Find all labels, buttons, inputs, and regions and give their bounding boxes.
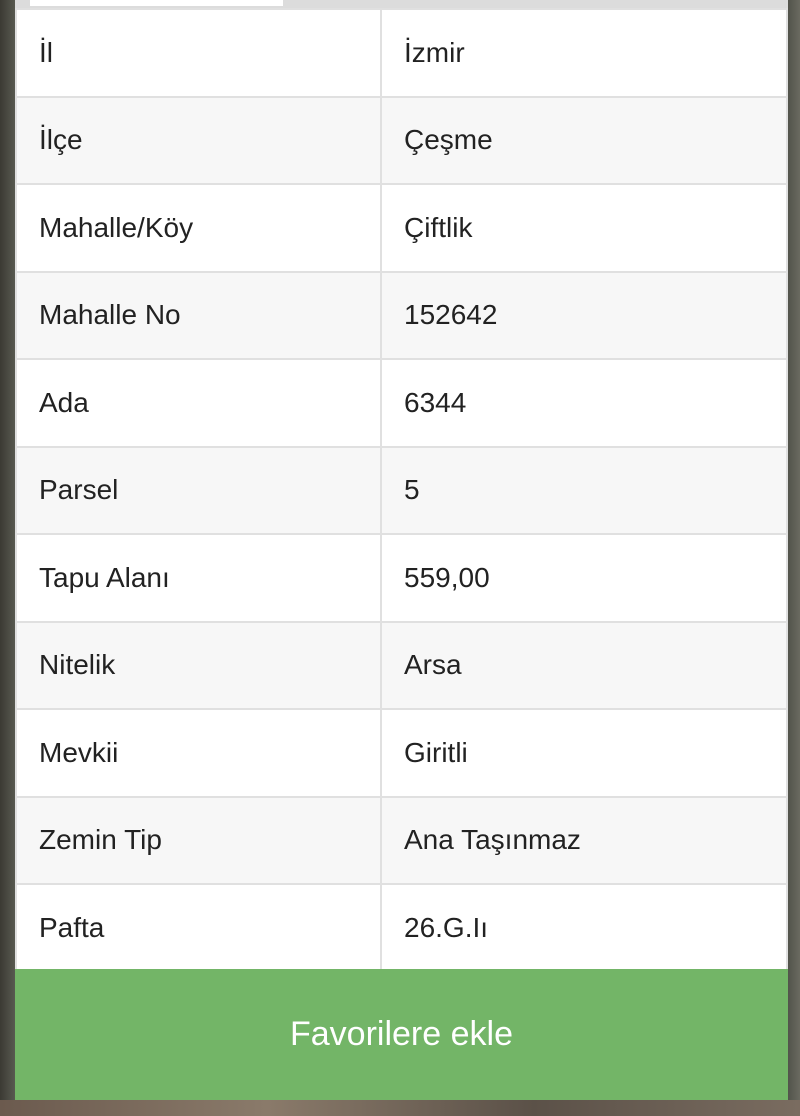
table-row: Zemin Tip Ana Taşınmaz xyxy=(15,795,788,885)
field-value: Çiftlik xyxy=(380,183,788,273)
parcel-info-panel: İl İzmir İlçe Çeşme Mahalle/Köy Çiftlik Mahall… xyxy=(15,0,788,1100)
field-value: 26.G.Iı xyxy=(380,883,788,973)
table-row: Ada 6344 xyxy=(15,358,788,448)
field-label: Tapu Alanı xyxy=(15,533,382,623)
field-label: Mahalle No xyxy=(15,270,382,360)
table-row: Pafta 26.G.Iı xyxy=(15,883,788,973)
table-row: İl İzmir xyxy=(15,8,788,98)
field-value: 152642 xyxy=(380,270,788,360)
field-label: Pafta xyxy=(15,883,382,973)
table-row: Mahalle/Köy Çiftlik xyxy=(15,183,788,273)
table-row: Tapu Alanı 559,00 xyxy=(15,533,788,623)
field-value: Ana Taşınmaz xyxy=(380,795,788,885)
field-label: Parsel xyxy=(15,445,382,535)
map-background xyxy=(0,1100,800,1116)
field-label: Ada xyxy=(15,358,382,448)
tab-bar xyxy=(15,0,788,8)
field-label: Mahalle/Köy xyxy=(15,183,382,273)
add-to-favorites-button[interactable]: Favorilere ekle xyxy=(15,969,788,1100)
field-label: İlçe xyxy=(15,95,382,185)
field-label: Zemin Tip xyxy=(15,795,382,885)
field-label: Nitelik xyxy=(15,620,382,710)
field-value: Arsa xyxy=(380,620,788,710)
tab-active[interactable] xyxy=(30,0,283,6)
table-row: Mevkii Giritli xyxy=(15,708,788,798)
table-row: Parsel 5 xyxy=(15,445,788,535)
field-value: 5 xyxy=(380,445,788,535)
field-value: 6344 xyxy=(380,358,788,448)
table-row: Mahalle No 152642 xyxy=(15,270,788,360)
field-value: İzmir xyxy=(380,8,788,98)
field-label: Mevkii xyxy=(15,708,382,798)
parcel-info-table: İl İzmir İlçe Çeşme Mahalle/Köy Çiftlik Mahall… xyxy=(15,8,788,973)
table-row: Nitelik Arsa xyxy=(15,620,788,710)
table-row: İlçe Çeşme xyxy=(15,95,788,185)
field-label: İl xyxy=(15,8,382,98)
field-value: 559,00 xyxy=(380,533,788,623)
field-value: Giritli xyxy=(380,708,788,798)
field-value: Çeşme xyxy=(380,95,788,185)
